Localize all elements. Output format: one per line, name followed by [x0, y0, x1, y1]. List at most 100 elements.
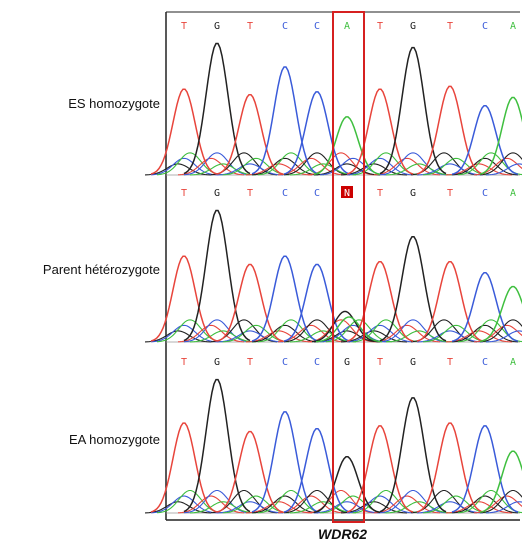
base-call-2-2: T [247, 357, 253, 368]
base-call-0-2: T [247, 21, 253, 32]
peak-1-3 [251, 255, 319, 342]
base-call-1-10: A [510, 188, 516, 199]
peak-2-7 [379, 397, 447, 513]
base-call-box-1-5 [341, 186, 353, 198]
peak-1-5-A [315, 316, 383, 343]
bg-peak-1-8-A [422, 324, 490, 343]
base-call-2-10: A [510, 357, 516, 368]
peak-2-3 [251, 411, 319, 513]
bg-peak-0-1-C [183, 152, 251, 176]
base-call-1-3: C [282, 188, 288, 199]
bg-peak-0-6-C [346, 157, 414, 176]
bg-peak-1-7-A [385, 330, 453, 343]
peak-2-2 [216, 430, 284, 513]
peak-1-5-G [311, 310, 379, 343]
peak-2-10 [479, 450, 522, 514]
base-call-1-2: T [247, 188, 253, 199]
bg-peak-0-10-C [485, 163, 522, 176]
bg-peak-2-7-A [385, 501, 453, 514]
peak-0-4 [283, 91, 351, 175]
bg-peak-2-2-C [216, 501, 284, 514]
track-label-ea: EA homozygote [68, 432, 160, 447]
peak-1-9 [451, 272, 519, 342]
bg-peak-1-3-G [251, 324, 319, 343]
bg-peak-1-9-G [451, 324, 519, 343]
peak-1-10 [479, 285, 522, 343]
bg-peak-0-1-A [189, 163, 257, 176]
bg-peak-0-9-G [451, 157, 519, 176]
base-call-1-5: N [344, 188, 350, 199]
gene-label: WDR62 [318, 526, 368, 542]
bg-peak-2-9-T [445, 501, 513, 514]
base-call-0-1: G [214, 21, 220, 32]
base-call-1-8: T [447, 188, 453, 199]
bg-peak-1-4-G [283, 319, 351, 343]
peak-0-8 [416, 85, 484, 175]
bg-peak-2-1-C [183, 489, 251, 514]
bg-peak-0-9-T [445, 163, 513, 176]
bg-peak-0-2-A [222, 157, 290, 176]
peak-0-0 [150, 88, 218, 175]
peak-1-1 [183, 209, 251, 342]
bg-peak-1-5-A [325, 319, 393, 343]
bg-peak-2-9-G [451, 495, 519, 514]
bg-peak-0-3-A [257, 152, 325, 176]
bg-peak-1-1-A [189, 330, 257, 343]
variant-highlight-box [332, 11, 365, 523]
base-call-1-1: G [214, 188, 220, 199]
bg-peak-1-6-C [346, 324, 414, 343]
track-label-es: ES homozygote [68, 96, 160, 111]
base-call-1-7: G [410, 188, 416, 199]
base-call-0-7: G [410, 21, 416, 32]
peak-0-7 [379, 46, 447, 175]
base-call-2-9: C [482, 357, 488, 368]
bg-peak-2-0-C [150, 495, 218, 514]
base-call-0-8: T [447, 21, 453, 32]
base-call-0-4: C [314, 21, 320, 32]
bg-peak-0-2-C [216, 163, 284, 176]
base-call-2-8: T [447, 357, 453, 368]
track-label-parent: Parent hétérozygote [42, 262, 160, 277]
peak-2-1 [183, 378, 251, 513]
bg-peak-1-8-C [416, 330, 484, 343]
peak-0-3 [251, 66, 319, 175]
bg-peak-2-6-C [346, 495, 414, 514]
bg-peak-2-8-C [416, 501, 484, 514]
bg-peak-0-0-C [150, 157, 218, 176]
peak-2-4 [283, 427, 351, 513]
peak-2-8 [416, 422, 484, 513]
peak-2-9 [451, 425, 519, 513]
peak-0-1 [183, 42, 251, 175]
bg-peak-1-10-G [479, 319, 522, 343]
bg-peak-2-1-A [189, 501, 257, 514]
bg-peak-2-3-G [251, 495, 319, 514]
bg-peak-0-8-A [422, 157, 490, 176]
base-call-0-9: C [482, 21, 488, 32]
bg-peak-0-4-G [283, 152, 351, 176]
bg-peak-0-4-A [289, 163, 357, 176]
peak-0-10 [479, 96, 522, 175]
peak-1-2 [216, 263, 284, 342]
bg-peak-2-4-G [283, 489, 351, 514]
base-call-2-0: T [181, 357, 187, 368]
bg-peak-1-10-C [485, 330, 522, 343]
peak-0-2 [216, 93, 284, 175]
base-call-1-9: C [482, 188, 488, 199]
peak-2-0 [150, 422, 218, 513]
peak-1-8 [416, 260, 484, 342]
base-call-2-5: G [344, 357, 350, 368]
peak-1-7 [379, 236, 447, 342]
base-call-2-1: G [214, 357, 220, 368]
bg-peak-0-5-G [313, 163, 381, 176]
base-call-2-3: C [282, 357, 288, 368]
bg-peak-2-5-C [313, 501, 381, 514]
peak-2-6 [346, 425, 414, 513]
base-call-2-4: C [314, 357, 320, 368]
bg-peak-0-10-G [479, 152, 522, 176]
base-call-0-0: T [181, 21, 187, 32]
base-call-1-4: C [314, 188, 320, 199]
base-call-0-10: A [510, 21, 516, 32]
peak-1-0 [150, 255, 218, 342]
peak-1-4 [283, 263, 351, 342]
